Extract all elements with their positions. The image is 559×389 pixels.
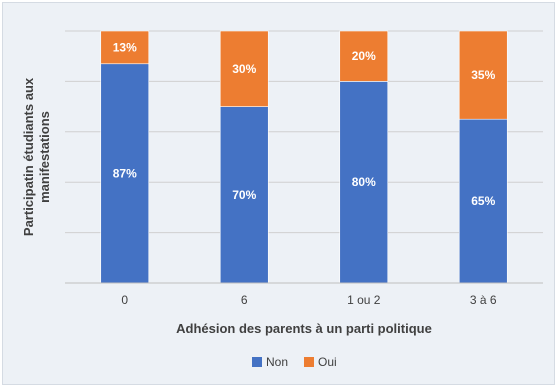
- stacked-bar-chart: 87% 13% 70% 30% 80% 20% 65% 35% 0 6 1 ou 2 3 à 6 A…: [21, 30, 543, 369]
- legend-swatch-non: [252, 357, 262, 367]
- x-tick-label: 1 ou 2: [347, 293, 381, 307]
- data-labels: 87% 13% 70% 30% 80% 20% 65% 35%: [113, 40, 496, 208]
- x-axis-title: Adhésion des parents à un parti politiqu…: [176, 321, 432, 336]
- bar-oui-1: [219, 30, 269, 107]
- legend-label-non: Non: [266, 355, 288, 369]
- x-tick-label: 0: [121, 293, 128, 307]
- x-tick-label: 3 à 6: [470, 293, 497, 307]
- y-axis-title-line: manifestations: [37, 111, 52, 203]
- bar-non-3: [458, 118, 508, 284]
- x-axis-tick-labels: 0 6 1 ou 2 3 à 6: [121, 293, 497, 307]
- y-axis-title: Participatin étudiants auxmanifestations: [21, 77, 52, 236]
- data-label: 65%: [471, 194, 495, 208]
- bar-oui-0: [100, 30, 150, 65]
- data-label: 30%: [232, 62, 256, 76]
- data-label: 80%: [352, 175, 376, 189]
- x-tick-label: 6: [241, 293, 248, 307]
- data-label: 20%: [352, 49, 376, 63]
- legend: Non Oui: [252, 355, 337, 369]
- data-label: 13%: [113, 40, 137, 54]
- bars: [100, 30, 508, 284]
- bar-oui-2: [339, 30, 389, 82]
- legend-label-oui: Oui: [318, 355, 337, 369]
- chart-area: 87% 13% 70% 30% 80% 20% 65% 35% 0 6 1 ou 2 3 à 6 A…: [2, 2, 555, 385]
- bar-oui-3: [458, 30, 508, 120]
- legend-swatch-oui: [304, 357, 314, 367]
- y-axis-title-line: Participatin étudiants aux: [21, 77, 36, 236]
- data-label: 70%: [232, 188, 256, 202]
- data-label: 35%: [471, 68, 495, 82]
- bar-non-0: [100, 63, 150, 284]
- data-label: 87%: [113, 166, 137, 180]
